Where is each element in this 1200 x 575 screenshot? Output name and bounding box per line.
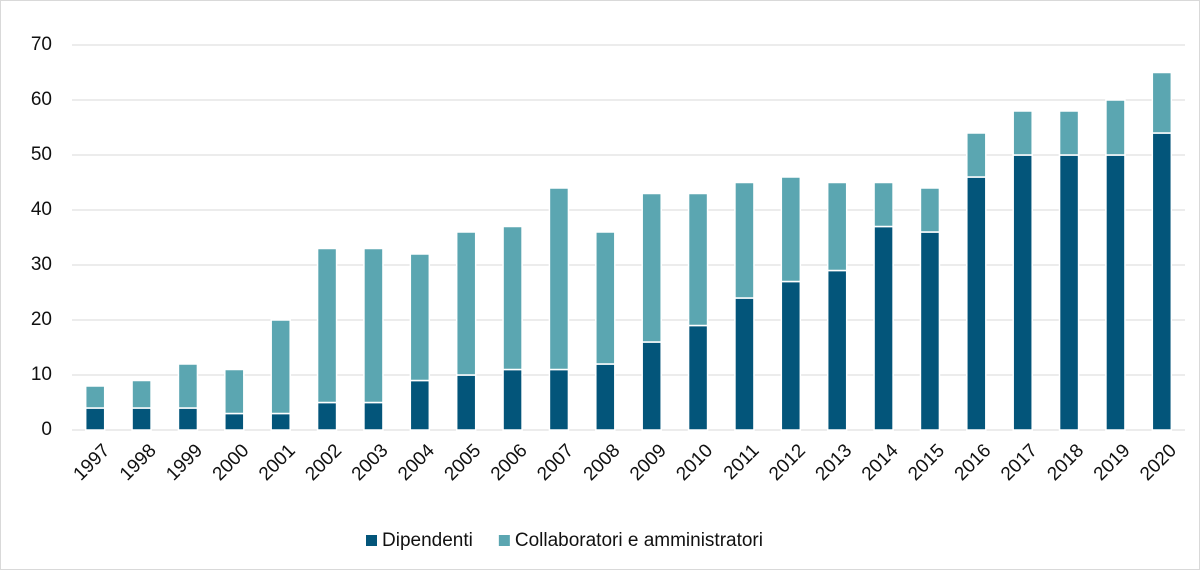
bar-segment — [687, 192, 709, 327]
y-tick-label: 60 — [31, 89, 52, 110]
bar-segment — [84, 407, 106, 431]
bar-segment — [1151, 71, 1173, 134]
bar-segment — [919, 187, 941, 233]
bar-segment — [873, 225, 894, 431]
bar-segment — [641, 192, 662, 343]
bar-segment — [270, 412, 291, 431]
bar-segment — [826, 269, 848, 431]
bar-segment — [1151, 132, 1173, 431]
bar-segment — [502, 368, 523, 431]
bar-segment — [409, 253, 431, 382]
bar-segment — [409, 379, 431, 431]
bar-segment — [1058, 110, 1080, 156]
bar-segment — [177, 407, 199, 431]
bar-segment — [687, 324, 709, 431]
bar-segment — [966, 132, 987, 178]
bar-segment — [826, 181, 848, 272]
bar-segment — [966, 176, 987, 431]
legend-label: Dipendenti — [382, 530, 473, 551]
bar-segment — [595, 231, 616, 365]
bar-segment — [734, 297, 755, 431]
legend-swatch — [498, 535, 510, 546]
bar-segment — [177, 363, 199, 409]
bar-segment — [780, 176, 802, 283]
y-tick-label: 20 — [31, 309, 52, 330]
bar-segment — [1012, 154, 1033, 431]
bar-segment — [316, 401, 338, 431]
bar-segment — [224, 368, 245, 415]
bar-segment — [363, 401, 384, 431]
bar-segment — [1058, 154, 1080, 431]
y-tick-label: 0 — [41, 419, 52, 440]
bar-segment — [1105, 99, 1126, 156]
bar-segment — [131, 379, 152, 409]
bar-segment — [548, 187, 570, 371]
bar-segment — [84, 385, 106, 409]
bar-segment — [502, 225, 523, 371]
legend-swatch — [366, 535, 377, 546]
bar-segment — [780, 280, 802, 431]
bar-segment — [1012, 110, 1033, 156]
bar-segment — [548, 368, 570, 431]
y-tick-label: 40 — [31, 199, 52, 220]
bar-segment — [316, 247, 338, 404]
y-tick-label: 10 — [31, 364, 52, 385]
y-tick-label: 50 — [31, 144, 52, 165]
bar-segment — [455, 231, 477, 376]
bar-segment — [131, 407, 152, 431]
y-tick-label: 70 — [31, 34, 52, 55]
bar-segment — [873, 181, 894, 228]
bar-segment — [224, 412, 245, 431]
bar-segment — [270, 319, 291, 415]
legend-label: Collaboratori e amministratori — [515, 530, 763, 551]
bar-segment — [455, 374, 477, 431]
bar-segment — [734, 181, 755, 299]
y-tick-label: 30 — [31, 254, 52, 275]
bar-segment — [1105, 154, 1126, 431]
bar-segment — [595, 363, 616, 431]
bar-segment — [363, 247, 384, 404]
bar-segment — [919, 231, 941, 431]
bar-segment — [641, 341, 662, 431]
